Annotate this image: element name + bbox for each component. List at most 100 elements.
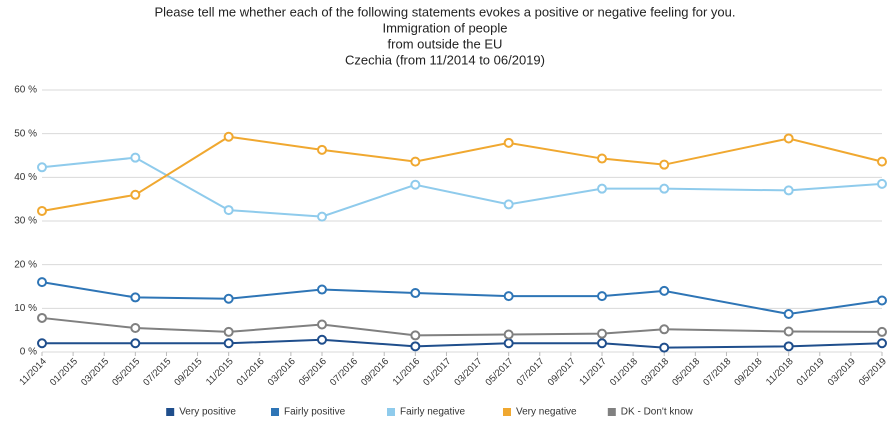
y-tick-label: 20 % bbox=[14, 259, 37, 270]
x-tick-label: 09/2017 bbox=[546, 356, 578, 388]
x-tick-label: 07/2017 bbox=[515, 356, 547, 388]
marker bbox=[659, 285, 670, 296]
marker bbox=[877, 338, 887, 349]
marker bbox=[130, 338, 141, 349]
marker bbox=[37, 312, 47, 323]
marker bbox=[410, 156, 421, 167]
legend-label: Very positive bbox=[179, 407, 236, 418]
marker bbox=[223, 326, 234, 337]
y-tick-label: 30 % bbox=[14, 216, 37, 227]
marker bbox=[317, 319, 327, 330]
marker bbox=[503, 338, 514, 349]
chart-title: from outside the EU bbox=[388, 36, 503, 51]
x-tick-label: 05/2018 bbox=[670, 356, 702, 388]
marker bbox=[37, 205, 47, 216]
marker bbox=[317, 334, 327, 345]
x-tick-label: 03/2018 bbox=[639, 356, 671, 388]
marker bbox=[877, 295, 887, 306]
marker bbox=[877, 326, 887, 337]
y-tick-label: 50 % bbox=[14, 128, 37, 139]
y-tick-label: 40 % bbox=[14, 172, 37, 183]
legend-label: Fairly negative bbox=[400, 407, 465, 418]
marker bbox=[659, 183, 670, 194]
y-tick-label: 0 % bbox=[20, 347, 37, 358]
marker bbox=[317, 211, 327, 222]
x-tick-label: 05/2015 bbox=[110, 356, 142, 388]
chart-title: Czechia (from 11/2014 to 06/2019) bbox=[345, 52, 545, 67]
marker bbox=[410, 179, 421, 190]
marker bbox=[597, 338, 607, 349]
x-tick-label: 05/2019 bbox=[857, 356, 889, 388]
marker bbox=[503, 329, 514, 340]
marker bbox=[37, 162, 47, 173]
x-tick-label: 01/2016 bbox=[235, 356, 267, 388]
legend-swatch bbox=[387, 408, 395, 416]
series-line bbox=[42, 338, 883, 349]
marker bbox=[410, 330, 421, 341]
marker bbox=[597, 291, 607, 302]
x-tick-label: 09/2018 bbox=[732, 356, 764, 388]
marker bbox=[503, 199, 514, 210]
marker bbox=[410, 288, 421, 299]
legend-swatch bbox=[503, 408, 511, 416]
marker bbox=[130, 292, 141, 303]
series-line bbox=[41, 135, 883, 212]
marker bbox=[410, 341, 421, 352]
marker bbox=[597, 183, 607, 194]
marker bbox=[783, 185, 794, 196]
marker bbox=[783, 133, 794, 144]
x-tick-label: 11/2016 bbox=[391, 356, 423, 388]
marker bbox=[503, 291, 514, 302]
x-tick-label: 07/2016 bbox=[328, 356, 360, 388]
x-tick-label: 09/2016 bbox=[359, 356, 391, 388]
marker bbox=[317, 284, 327, 295]
x-tick-label: 01/2017 bbox=[421, 356, 453, 388]
marker bbox=[783, 309, 794, 320]
marker bbox=[223, 131, 234, 142]
legend-swatch bbox=[271, 408, 279, 416]
x-tick-label: 03/2015 bbox=[79, 356, 111, 388]
marker bbox=[130, 322, 141, 333]
series-line bbox=[41, 281, 883, 316]
x-tick-label: 07/2018 bbox=[701, 356, 733, 388]
legend-label: DK - Don't know bbox=[621, 407, 694, 418]
series-line bbox=[41, 316, 883, 337]
marker bbox=[317, 144, 327, 155]
marker bbox=[659, 159, 670, 170]
chart-title: Immigration of people bbox=[382, 20, 507, 35]
x-tick-label: 03/2017 bbox=[452, 356, 484, 388]
y-tick-label: 10 % bbox=[14, 303, 37, 314]
legend-label: Very negative bbox=[516, 407, 577, 418]
x-tick-label: 11/2014 bbox=[17, 356, 49, 388]
legend-swatch bbox=[166, 408, 175, 416]
marker bbox=[130, 152, 141, 163]
x-tick-label: 05/2017 bbox=[484, 356, 516, 388]
legend-swatch bbox=[607, 408, 616, 416]
marker bbox=[597, 153, 607, 164]
x-tick-label: 07/2015 bbox=[141, 356, 173, 388]
x-tick-label: 11/2017 bbox=[577, 356, 609, 388]
marker bbox=[659, 324, 670, 335]
y-tick-label: 60 % bbox=[14, 85, 37, 96]
marker bbox=[130, 189, 141, 200]
marker bbox=[877, 178, 887, 189]
marker bbox=[223, 338, 234, 349]
marker bbox=[597, 328, 607, 339]
marker bbox=[783, 341, 794, 352]
x-tick-label: 01/2018 bbox=[608, 356, 640, 388]
legend-label: Fairly positive bbox=[284, 407, 346, 418]
series-line bbox=[41, 156, 883, 218]
marker bbox=[37, 277, 47, 288]
x-tick-label: 01/2015 bbox=[48, 356, 80, 388]
marker bbox=[877, 156, 887, 167]
x-tick-label: 03/2016 bbox=[266, 356, 298, 388]
x-tick-label: 01/2019 bbox=[795, 356, 827, 388]
marker bbox=[783, 326, 794, 337]
x-tick-label: 11/2018 bbox=[764, 356, 796, 388]
chart-title: Please tell me whether each of the follo… bbox=[155, 4, 736, 19]
x-tick-label: 09/2015 bbox=[172, 356, 204, 388]
marker bbox=[223, 205, 234, 216]
marker bbox=[37, 338, 47, 349]
marker bbox=[659, 342, 670, 353]
